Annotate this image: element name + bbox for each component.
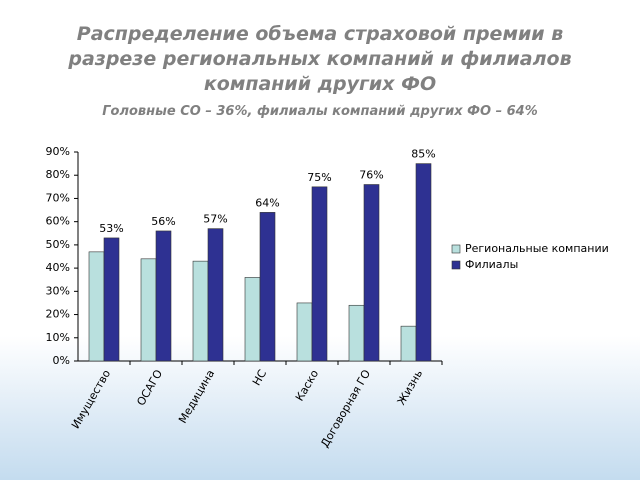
y-tick-label: 0% bbox=[53, 354, 70, 367]
y-tick-label: 40% bbox=[46, 261, 70, 274]
x-tick-label: ОСАГО bbox=[134, 367, 165, 408]
y-tick-label: 80% bbox=[46, 168, 70, 181]
legend-swatch bbox=[451, 244, 461, 254]
value-label: 56% bbox=[151, 215, 175, 228]
bar bbox=[259, 212, 276, 362]
y-tick-label: 90% bbox=[46, 145, 70, 158]
bar bbox=[415, 163, 432, 362]
x-tick-label: Каско bbox=[293, 367, 321, 403]
bar bbox=[348, 304, 365, 362]
bar bbox=[103, 237, 120, 362]
bar bbox=[311, 186, 328, 362]
bar bbox=[400, 325, 417, 362]
legend-label: Филиалы bbox=[465, 258, 518, 271]
value-label: 85% bbox=[411, 148, 435, 161]
bar bbox=[192, 260, 209, 362]
x-tick-label: Имущество bbox=[69, 367, 113, 431]
bar bbox=[296, 302, 313, 362]
bar bbox=[140, 258, 157, 362]
value-label: 76% bbox=[359, 169, 383, 182]
value-label: 57% bbox=[203, 213, 227, 226]
x-tick-label: Договорная ГО bbox=[318, 367, 373, 450]
chart-title: Распределение объема страховой премии в … bbox=[68, 23, 572, 95]
bar bbox=[155, 230, 172, 362]
y-tick-label: 60% bbox=[46, 215, 70, 228]
x-tick-label: НС bbox=[250, 367, 269, 388]
y-tick-label: 10% bbox=[46, 331, 70, 344]
value-label: 53% bbox=[99, 222, 123, 235]
value-label: 75% bbox=[307, 171, 331, 184]
chart-subtitle: Головные СО – 36%, филиалы компаний друг… bbox=[102, 104, 538, 119]
value-label: 64% bbox=[255, 196, 279, 209]
y-tick-label: 50% bbox=[46, 238, 70, 251]
bar bbox=[88, 251, 105, 362]
y-tick-label: 70% bbox=[46, 191, 70, 204]
bar bbox=[207, 228, 224, 362]
y-tick-label: 30% bbox=[46, 284, 70, 297]
y-tick-label: 20% bbox=[46, 308, 70, 321]
legend-swatch bbox=[451, 260, 461, 270]
bar bbox=[363, 184, 380, 362]
x-tick-label: Жизнь bbox=[395, 368, 426, 408]
x-tick-label: Медицина bbox=[176, 368, 217, 426]
bar bbox=[244, 277, 261, 362]
legend-label: Региональные компании bbox=[465, 242, 609, 255]
